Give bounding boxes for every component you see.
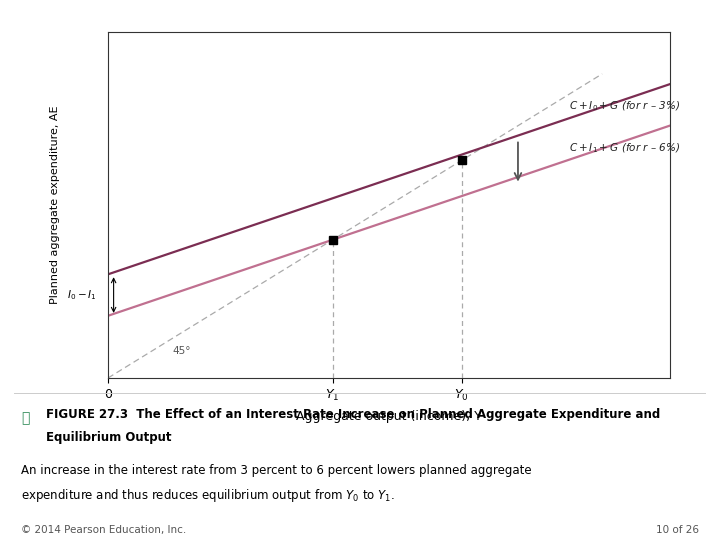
Y-axis label: Planned aggregate expenditure, AE: Planned aggregate expenditure, AE [50,106,60,305]
Text: $C + I_1 + G$ (for $r$ – 6%): $C + I_1 + G$ (for $r$ – 6%) [569,141,680,155]
Text: $I_0 - I_1$: $I_0 - I_1$ [67,288,96,302]
Text: Equilibrium Output: Equilibrium Output [45,431,171,444]
Text: $C + I_0 + G$ (for $r$ – 3%): $C + I_0 + G$ (for $r$ – 3%) [569,100,680,113]
Text: expenditure and thus reduces equilibrium output from $Y_0$ to $Y_1$.: expenditure and thus reduces equilibrium… [22,487,395,504]
Text: ⓘ: ⓘ [22,411,30,426]
Text: 45°: 45° [173,346,191,355]
Text: © 2014 Pearson Education, Inc.: © 2014 Pearson Education, Inc. [22,525,186,536]
X-axis label: Aggregate output (income), Y: Aggregate output (income), Y [296,410,482,423]
Text: An increase in the interest rate from 3 percent to 6 percent lowers planned aggr: An increase in the interest rate from 3 … [22,464,532,477]
Text: FIGURE 27.3  The Effect of an Interest Rate Increase on Planned Aggregate Expend: FIGURE 27.3 The Effect of an Interest Ra… [45,408,660,421]
Text: 10 of 26: 10 of 26 [656,525,698,536]
